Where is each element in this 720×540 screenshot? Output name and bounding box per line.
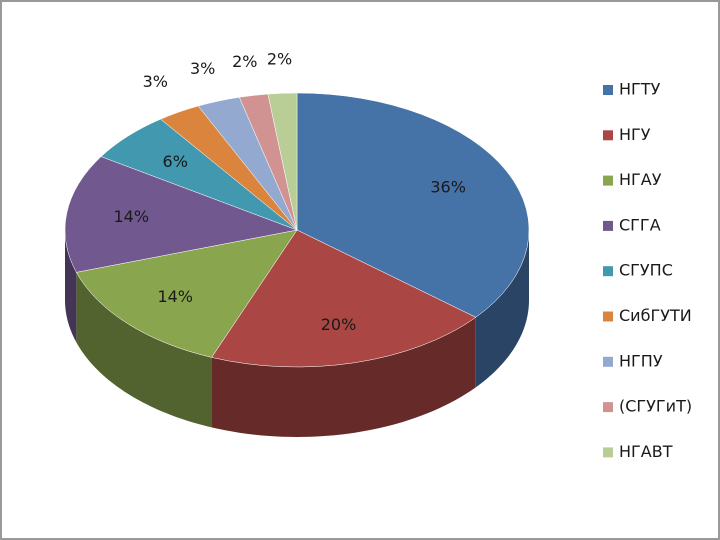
data-label: 20%	[321, 315, 357, 334]
data-label: 36%	[430, 178, 466, 197]
data-label: 14%	[113, 207, 149, 226]
slice-side	[211, 317, 476, 437]
data-label: 6%	[163, 152, 188, 171]
legend-label: НГТУ	[619, 80, 661, 99]
slice-side	[65, 230, 77, 343]
slice	[211, 229, 477, 368]
slice	[64, 156, 298, 273]
legend-swatch	[603, 175, 613, 186]
slice-side	[76, 272, 212, 428]
slice	[296, 92, 530, 318]
slice-side	[475, 230, 529, 388]
legend-swatch	[603, 130, 613, 141]
legend-label: СГУПС	[619, 261, 673, 280]
data-label: 3%	[190, 59, 215, 78]
legend-label: НГУ	[619, 125, 651, 144]
legend-label: НГАВТ	[619, 442, 673, 461]
data-label: 3%	[143, 72, 168, 91]
legend-label: НГПУ	[619, 351, 663, 370]
legend-label: НГАУ	[619, 170, 662, 189]
legend-label: (СГУГиТ)	[619, 397, 692, 416]
legend-swatch	[603, 266, 613, 277]
legend-label: СибГУТИ	[619, 306, 692, 325]
legend-label: СГГА	[619, 215, 661, 234]
data-label: 14%	[157, 287, 193, 306]
data-label: 2%	[232, 52, 257, 71]
legend-swatch	[603, 356, 613, 367]
data-label: 2%	[267, 49, 292, 68]
slice	[267, 92, 298, 231]
legend-swatch	[603, 311, 613, 322]
legend-swatch	[603, 447, 613, 458]
legend-swatch	[603, 85, 613, 95]
legend-swatch	[603, 220, 613, 231]
legend-swatch	[603, 402, 613, 413]
